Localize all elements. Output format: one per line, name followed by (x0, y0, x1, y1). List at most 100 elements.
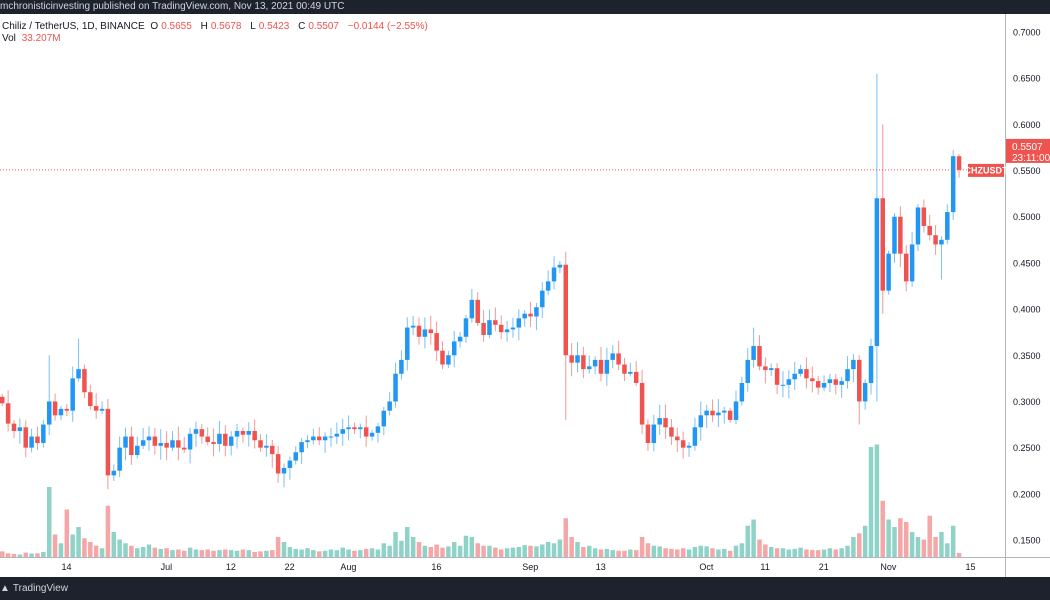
candle-body (363, 427, 369, 437)
candle-body (99, 408, 105, 411)
candle-body (798, 369, 803, 374)
volume-bar (205, 549, 210, 557)
candle-body (199, 429, 205, 437)
volume-bar (804, 549, 809, 557)
volume-bar (903, 522, 909, 557)
volume-bar (158, 548, 163, 557)
volume-bar (346, 549, 351, 557)
candle-body (645, 424, 651, 444)
candle-body (950, 156, 956, 213)
candle-body (457, 336, 463, 342)
volume-bar (358, 550, 363, 557)
volume-bar (369, 548, 375, 557)
candle-body (387, 401, 392, 411)
volume-bar (534, 546, 539, 557)
candle-body (669, 427, 674, 437)
candle-body (311, 436, 316, 441)
volume-bar (29, 553, 34, 557)
publish-info: mchronisticinvesting published on Tradin… (0, 1, 345, 12)
volume-bar (463, 535, 469, 557)
candle-body (299, 442, 304, 453)
time-tick-label: 13 (596, 562, 606, 572)
candle-body (11, 423, 17, 432)
candle-body (334, 433, 340, 437)
candle-body (293, 452, 298, 461)
tradingview-logo[interactable]: ▲ TradingView (0, 583, 68, 594)
candle-body (545, 281, 551, 291)
ohlc-row: Chiliz / TetherUS, 1D, BINANCE O 0.5655 H… (2, 21, 431, 33)
volume-bar (939, 532, 944, 557)
candle-body (733, 401, 739, 420)
candle-body (316, 436, 322, 441)
candle-body (868, 346, 874, 383)
candle-body (305, 440, 310, 443)
volume-bar (164, 548, 169, 557)
price-tick-label: 0.3500 (1013, 351, 1041, 361)
volume-bar (504, 548, 510, 557)
candle-body (657, 418, 662, 425)
ticker-box (968, 163, 1004, 177)
candle-body (76, 369, 81, 379)
volume-bar (105, 505, 111, 557)
candle-body (451, 341, 457, 356)
volume-bar (880, 500, 885, 557)
candle-body (352, 427, 357, 430)
volume-bar (287, 547, 293, 557)
volume-bar (129, 545, 134, 557)
candle-body (358, 427, 363, 430)
volume-bar (381, 543, 387, 557)
volume-bar (41, 552, 46, 557)
open-label: O (150, 21, 159, 32)
volume-bar (692, 547, 698, 557)
candle-body (915, 207, 921, 245)
volume-bar (405, 527, 410, 557)
volume-bar (340, 547, 345, 557)
candle-body (768, 368, 774, 371)
candle-body (0, 396, 5, 404)
volume-bar (669, 548, 674, 557)
candle-body (692, 427, 698, 446)
candle-body (240, 431, 246, 435)
volume-bar (633, 550, 639, 557)
candle-body (463, 318, 469, 337)
volume-bar (451, 542, 457, 557)
tv-logo-icon: ▲ (0, 583, 10, 594)
volume-bar (123, 543, 128, 557)
candle-body (763, 366, 768, 371)
candle-body (58, 408, 64, 416)
close-label: C (298, 21, 306, 32)
candle-body (29, 436, 34, 448)
candle-body (428, 329, 434, 334)
candle-body (540, 290, 545, 308)
volume-bar (228, 550, 234, 557)
volume-bar (410, 537, 416, 557)
candlestick-chart[interactable]: 0.7000 0.6500 0.6000 0.5500 0.5000 0.4500 0.40… (0, 0, 1050, 577)
volume-bar (217, 550, 222, 557)
volume-bar (35, 553, 40, 557)
candle-body (892, 216, 897, 254)
price-tick-label: 0.4000 (1013, 305, 1041, 315)
price-tick-label: 0.5000 (1013, 212, 1041, 222)
candle-body (246, 431, 252, 435)
candle-body (328, 436, 334, 438)
candle-body (281, 467, 287, 474)
candle-body (745, 359, 750, 383)
volume-bar (604, 548, 610, 557)
price-tick-label: 0.6000 (1013, 120, 1041, 130)
symbol-title[interactable]: Chiliz / TetherUS, 1D, BINANCE (2, 21, 145, 32)
volume-bar (933, 537, 938, 557)
volume-bar (950, 525, 956, 557)
volume-bar (733, 545, 739, 557)
candle-body (223, 433, 228, 446)
volume-bar (146, 544, 152, 557)
countdown-value: 23:11:00 (1012, 153, 1050, 164)
volume-bar (956, 552, 962, 557)
volume-bar (722, 548, 727, 557)
volume-bar (322, 550, 328, 557)
volume-bar (375, 549, 381, 557)
volume-bar (716, 549, 721, 557)
candle-body (264, 445, 269, 448)
volume-bar (810, 550, 815, 557)
volume-bar (399, 540, 404, 557)
candle-body (410, 325, 416, 328)
